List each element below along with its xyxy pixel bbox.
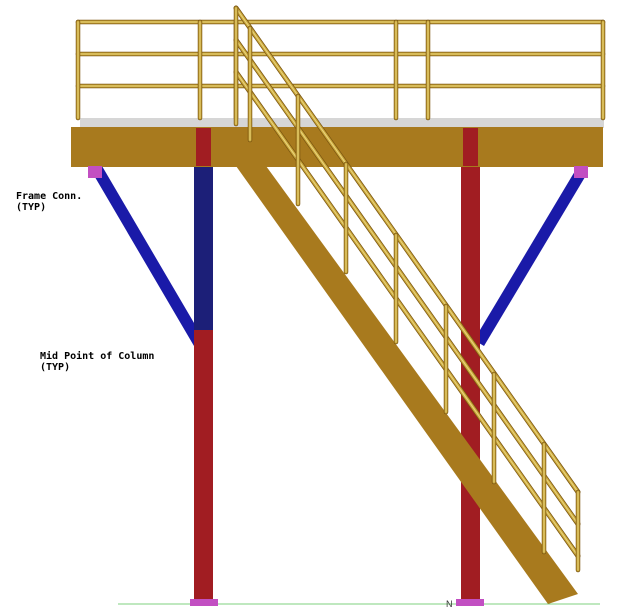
frame-connection-note: Frame Conn. (TYP) bbox=[16, 191, 82, 213]
column-left-lower bbox=[194, 330, 213, 602]
base-plate-right bbox=[456, 599, 484, 606]
platform-railing bbox=[75, 19, 606, 121]
brace-left bbox=[92, 166, 204, 346]
frame-connection-right bbox=[574, 166, 588, 178]
base-plate-left bbox=[190, 599, 218, 606]
mid-point-note: Mid Point of Column (TYP) bbox=[40, 351, 154, 373]
stair-mid-rail bbox=[233, 37, 581, 527]
mid-point-label: Mid Point of Column bbox=[40, 351, 155, 362]
stair-low-rail bbox=[233, 69, 581, 559]
stair-stringer bbox=[236, 166, 578, 604]
stair-handrail bbox=[233, 5, 581, 573]
column-left-upper bbox=[194, 128, 213, 330]
frame-connection-typ: (TYP) bbox=[16, 202, 47, 213]
north-marker: N bbox=[446, 599, 453, 609]
frame-connection-left bbox=[88, 166, 102, 178]
frame-connection-label: Frame Conn. bbox=[16, 191, 83, 202]
column-left-stub bbox=[196, 128, 211, 166]
stair-top-rail bbox=[233, 5, 581, 495]
brace-right bbox=[474, 166, 588, 346]
deck-plate bbox=[80, 118, 604, 128]
mid-point-typ: (TYP) bbox=[40, 362, 71, 373]
column-right-stub bbox=[463, 128, 478, 166]
